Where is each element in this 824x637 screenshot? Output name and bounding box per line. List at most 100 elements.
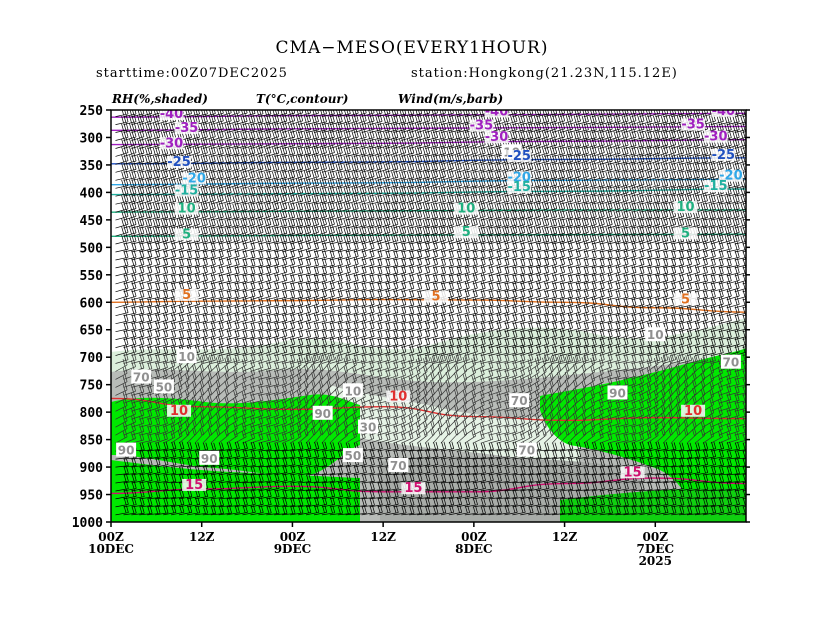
wind-barb — [686, 129, 700, 141]
wind-barb — [488, 305, 502, 317]
wind-barb — [575, 202, 589, 213]
wind-barb — [115, 344, 129, 356]
wind-barb — [448, 114, 462, 125]
wind-barb — [488, 177, 502, 189]
wind-barb — [329, 250, 343, 261]
wind-barb — [139, 290, 153, 301]
wind-barb — [432, 177, 446, 189]
wind-barb — [559, 297, 573, 309]
wind-barb — [552, 129, 566, 141]
wind-barb — [226, 337, 240, 348]
wind-barb — [171, 266, 185, 277]
wind-barb — [155, 193, 169, 205]
wind-barb — [178, 265, 192, 277]
wind-barb — [432, 304, 446, 317]
wind-barb — [401, 313, 415, 325]
wind-barb — [337, 234, 351, 245]
wind-barb — [409, 234, 423, 245]
wind-barb — [536, 137, 550, 149]
wind-barb — [321, 297, 335, 309]
wind-barb — [202, 328, 216, 340]
wind-barb — [147, 257, 161, 269]
wind-barb — [702, 233, 716, 245]
wind-barb — [480, 162, 494, 173]
wind-barb — [210, 210, 224, 221]
wind-barb — [639, 110, 653, 117]
wind-barb — [361, 329, 375, 340]
wind-barb — [440, 186, 454, 197]
wind-barb — [163, 169, 177, 181]
wind-barb — [440, 210, 454, 221]
wind-barb — [337, 146, 351, 157]
wind-barb — [115, 209, 129, 221]
wind-barb — [290, 146, 304, 157]
wind-barb — [607, 234, 621, 245]
wind-barb — [504, 304, 518, 317]
wind-barb — [258, 361, 272, 372]
wind-barb — [393, 145, 407, 157]
wind-barb — [353, 146, 367, 157]
wind-barb — [425, 130, 439, 141]
wind-barb — [512, 345, 526, 356]
wind-barb — [440, 177, 454, 189]
wind-barb — [186, 273, 200, 285]
wind-barb — [226, 177, 240, 189]
wind-barb — [409, 345, 423, 356]
wind-barb — [607, 257, 621, 269]
wind-barb — [393, 344, 407, 356]
wind-barb — [337, 249, 351, 261]
wind-barb — [123, 329, 137, 340]
wind-barb — [647, 233, 661, 245]
wind-barb — [710, 266, 724, 277]
wind-barb — [623, 154, 637, 165]
wind-barb — [559, 193, 573, 205]
wind-barb — [647, 266, 661, 277]
wind-barb — [456, 145, 470, 157]
wind-barb — [504, 376, 518, 388]
wind-barb — [615, 218, 629, 229]
wind-barb — [298, 321, 312, 333]
wind-barb — [528, 265, 542, 277]
wind-barb — [298, 266, 312, 277]
wind-barb — [147, 185, 161, 197]
wind-barb — [226, 249, 240, 261]
wind-barb — [599, 193, 613, 205]
wind-barb — [631, 154, 645, 165]
wind-barb — [591, 273, 605, 285]
wind-barb — [155, 282, 169, 293]
wind-barb — [155, 241, 169, 253]
wind-barb — [210, 320, 224, 333]
wind-barb — [472, 306, 486, 317]
x-tick-label: 9DEC — [274, 542, 311, 556]
wind-barb — [520, 161, 534, 173]
wind-barb — [123, 384, 136, 396]
wind-barb — [282, 110, 296, 117]
wind-barb — [575, 153, 589, 165]
wind-barb — [202, 178, 216, 189]
wind-barb — [329, 193, 343, 205]
wind-barb — [639, 130, 653, 141]
wind-barb — [393, 170, 407, 181]
wind-barb — [290, 218, 304, 229]
wind-barb — [115, 122, 129, 133]
wind-barb — [559, 162, 573, 173]
rh-contour-label: 10 — [178, 350, 195, 364]
wind-barb — [210, 241, 224, 253]
wind-barb — [337, 154, 351, 165]
wind-barb — [671, 249, 685, 261]
wind-barb — [647, 178, 661, 189]
wind-barb — [290, 265, 304, 277]
wind-barb — [305, 153, 319, 165]
wind-barb — [615, 113, 629, 125]
wind-barb — [194, 201, 208, 213]
wind-barb — [353, 177, 367, 189]
wind-barb — [361, 274, 375, 285]
wind-barb — [655, 288, 669, 301]
wind-barb — [123, 122, 137, 133]
wind-barb — [726, 201, 740, 213]
wind-barb — [615, 353, 629, 364]
wind-barb — [726, 217, 740, 229]
wind-barb — [258, 369, 272, 380]
wind-barb — [536, 329, 550, 340]
wind-barb — [250, 130, 264, 141]
